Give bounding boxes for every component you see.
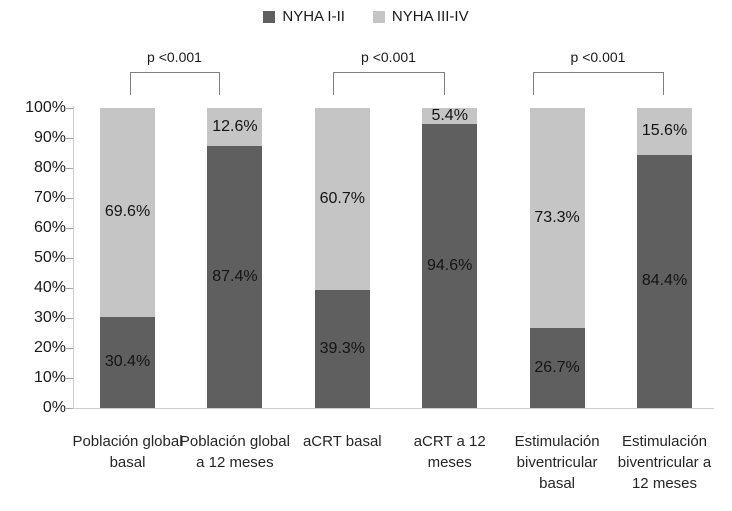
- y-axis-tick-label: 20%: [33, 339, 66, 356]
- category-label: aCRT a 12 meses: [413, 433, 486, 471]
- y-axis-tick-label: 70%: [33, 189, 66, 206]
- bar-value-label: 69.6%: [104, 203, 151, 221]
- legend-label-nyha-1-2: NYHA I-II: [282, 8, 345, 25]
- y-axis-tick-label: 90%: [33, 129, 66, 146]
- category-label: aCRT basal: [302, 433, 382, 450]
- y-axis-tick-label: 80%: [33, 159, 66, 176]
- bar-segment-nyha-i-ii: 94.6%: [422, 124, 478, 408]
- significance-bracket-line: [533, 72, 663, 73]
- bar-segment-nyha-i-ii: 30.4%: [100, 316, 155, 408]
- bar-value-label: 39.3%: [319, 340, 365, 358]
- y-axis-tick-label: 10%: [33, 369, 66, 386]
- legend-item-nyha-1-2: NYHA I-II: [263, 8, 345, 25]
- y-axis-tick-mark: [66, 408, 73, 409]
- bar-segment-nyha-iii-iv: 69.6%: [100, 108, 155, 317]
- bar-value-label: 30.4%: [104, 353, 151, 371]
- chart-legend: NYHA I-II NYHA III-IV: [0, 8, 732, 25]
- category-label: Estimulación biventricular basal: [514, 433, 600, 492]
- p-value-label: p <0.001: [570, 49, 626, 65]
- y-axis-tick-mark: [66, 198, 73, 199]
- y-axis-tick-label: 0%: [42, 399, 66, 416]
- y-axis-tick-label: 60%: [33, 219, 66, 236]
- bar-segment-nyha-iii-iv: 15.6%: [637, 108, 692, 155]
- significance-bracket-leg-right: [444, 72, 445, 95]
- category-label: Población global basal: [72, 433, 183, 471]
- legend-item-nyha-3-4: NYHA III-IV: [372, 8, 469, 25]
- bar-segment-nyha-iii-iv: 5.4%: [422, 107, 478, 125]
- y-axis-tick-mark: [66, 378, 73, 379]
- bar-value-label: 12.6%: [212, 117, 258, 135]
- y-axis-tick-mark: [66, 318, 73, 319]
- y-axis-line: [73, 106, 74, 408]
- p-value-label: p <0.001: [361, 49, 416, 65]
- bar-value-label: 26.7%: [534, 358, 580, 376]
- y-axis-tick-label: 100%: [25, 99, 66, 116]
- y-axis-tick-mark: [66, 348, 73, 349]
- y-axis-tick-mark: [66, 258, 73, 259]
- bar-value-label: 87.4%: [212, 267, 258, 285]
- bar-segment-nyha-i-ii: 39.3%: [314, 290, 370, 408]
- p-value-label: p <0.001: [147, 49, 202, 65]
- bar-value-label: 5.4%: [431, 107, 468, 125]
- category-label: Estimulación biventricular a 12 meses: [617, 433, 712, 492]
- legend-swatch-nyha-1-2: [263, 10, 276, 23]
- legend-label-nyha-3-4: NYHA III-IV: [391, 8, 469, 25]
- significance-bracket-leg-left: [130, 72, 131, 95]
- significance-bracket-leg-right: [219, 72, 220, 95]
- significance-bracket-line: [333, 72, 444, 73]
- y-axis-tick-label: 40%: [33, 279, 66, 296]
- bar-segment-nyha-iii-iv: 12.6%: [207, 108, 263, 146]
- significance-bracket-line: [130, 72, 219, 73]
- y-axis-tick-mark: [66, 108, 73, 109]
- bar-segment-nyha-i-ii: 84.4%: [637, 154, 692, 408]
- bar-value-label: 15.6%: [641, 122, 688, 140]
- bar-value-label: 94.6%: [427, 257, 473, 275]
- x-axis-line: [73, 408, 714, 409]
- category-label: Población global a 12 meses: [179, 433, 290, 471]
- y-axis-tick-mark: [66, 138, 73, 139]
- bar-value-label: 60.7%: [319, 190, 365, 208]
- bar-segment-nyha-iii-iv: 60.7%: [314, 108, 370, 291]
- significance-bracket-leg-right: [663, 72, 664, 95]
- y-axis-tick-mark: [66, 228, 73, 229]
- significance-bracket-leg-left: [533, 72, 534, 95]
- y-axis-tick-mark: [66, 288, 73, 289]
- bar-segment-nyha-i-ii: 26.7%: [529, 327, 585, 408]
- bar-segment-nyha-i-ii: 87.4%: [207, 145, 263, 408]
- legend-swatch-nyha-3-4: [372, 10, 385, 23]
- y-axis-tick-mark: [66, 168, 73, 169]
- bar-segment-nyha-iii-iv: 73.3%: [529, 108, 585, 328]
- significance-bracket-leg-left: [333, 72, 334, 95]
- bar-value-label: 84.4%: [641, 272, 688, 290]
- y-axis-tick-label: 50%: [33, 249, 66, 266]
- bar-value-label: 73.3%: [534, 208, 580, 226]
- y-axis-tick-label: 30%: [33, 309, 66, 326]
